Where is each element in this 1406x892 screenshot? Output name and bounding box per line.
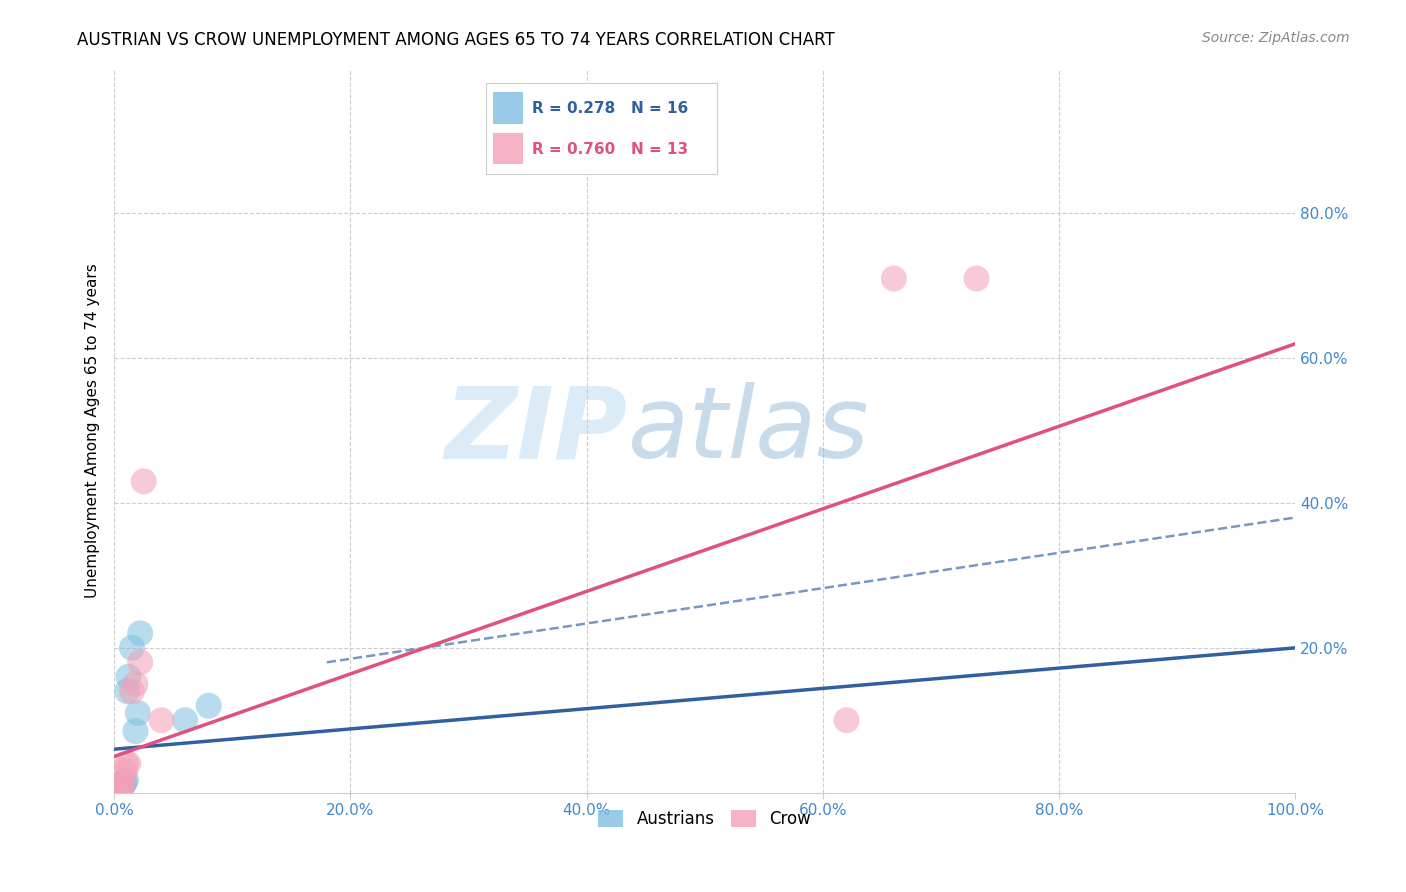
Point — [117, 670, 139, 684]
Point — [108, 784, 131, 798]
Point — [107, 786, 129, 800]
Text: ZIP: ZIP — [446, 382, 628, 479]
Point — [108, 784, 131, 798]
Point — [115, 772, 138, 787]
Point — [121, 640, 143, 655]
Y-axis label: Unemployment Among Ages 65 to 74 years: Unemployment Among Ages 65 to 74 years — [86, 263, 100, 598]
Point — [124, 724, 146, 739]
Point — [966, 271, 988, 285]
Point — [150, 713, 173, 727]
Text: Source: ZipAtlas.com: Source: ZipAtlas.com — [1202, 31, 1350, 45]
Text: atlas: atlas — [628, 382, 870, 479]
Point — [108, 782, 131, 797]
Point — [115, 684, 138, 698]
Point — [110, 779, 132, 793]
Point — [129, 626, 152, 640]
Point — [115, 756, 138, 771]
Point — [114, 774, 136, 789]
Point — [108, 782, 131, 797]
Text: AUSTRIAN VS CROW UNEMPLOYMENT AMONG AGES 65 TO 74 YEARS CORRELATION CHART: AUSTRIAN VS CROW UNEMPLOYMENT AMONG AGES… — [77, 31, 835, 49]
Point — [111, 779, 134, 793]
Legend: Austrians, Crow: Austrians, Crow — [592, 804, 818, 835]
Point — [174, 713, 197, 727]
Point — [132, 475, 155, 489]
Point — [129, 656, 152, 670]
Point — [112, 777, 135, 791]
Point — [112, 774, 135, 789]
Point — [121, 684, 143, 698]
Point — [114, 764, 136, 778]
Point — [835, 713, 858, 727]
Point — [127, 706, 149, 720]
Point — [117, 756, 139, 771]
Point — [105, 786, 128, 800]
Point — [124, 677, 146, 691]
Point — [110, 780, 132, 794]
Point — [883, 271, 905, 285]
Point — [197, 698, 219, 713]
